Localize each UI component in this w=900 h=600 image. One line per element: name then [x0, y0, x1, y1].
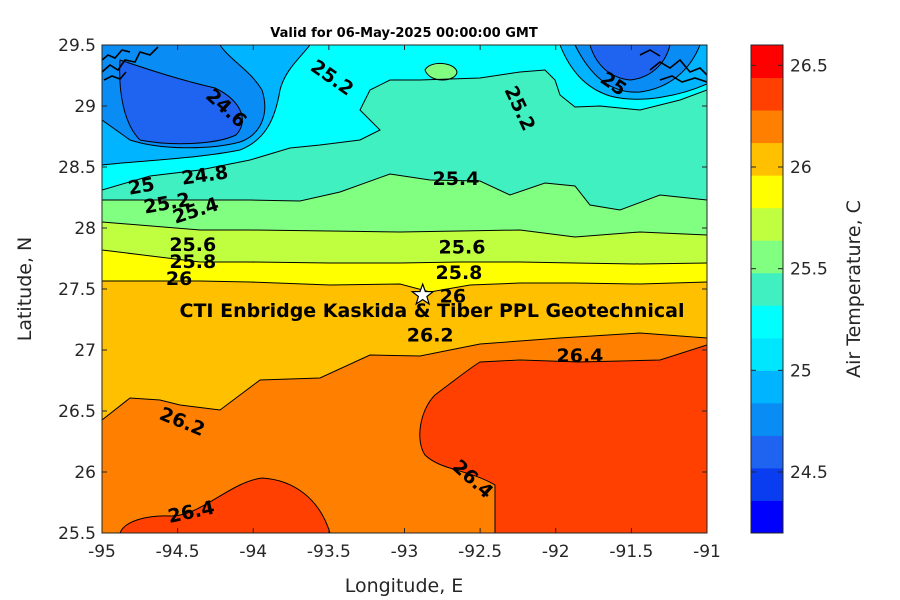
colorbar-ticks: 24.5 25 25.5 26 26.5: [751, 56, 828, 483]
colorbar-segment: [751, 467, 783, 501]
x-tick-label: -91.5: [609, 542, 653, 562]
site-label: CTI Enbridge Kaskida & Tiber PPL Geotech…: [180, 300, 685, 322]
colorbar-segment: [751, 500, 783, 534]
contour-label: 25.6: [439, 237, 486, 259]
colorbar-segment: [751, 435, 783, 469]
band-26.4-26.6-east: [419, 345, 707, 533]
y-tick-label: 27: [74, 341, 96, 361]
x-tick-label: -95: [88, 542, 116, 562]
y-tick-label: 27.5: [58, 280, 96, 300]
colorbar-segment: [751, 402, 783, 436]
x-tick-label: -94: [239, 542, 267, 562]
colorbar-tick-label: 24.5: [790, 463, 828, 483]
colorbar-tick-label: 25: [790, 361, 812, 381]
y-axis-label: Latitude, N: [14, 237, 36, 342]
contour-label: 25.8: [169, 251, 216, 273]
x-axis-label: Longitude, E: [345, 575, 464, 597]
site-marker-group: CTI Enbridge Kaskida & Tiber PPL Geotech…: [180, 282, 685, 322]
colorbar-segment: [751, 337, 783, 371]
colorbar-segment: [751, 77, 783, 111]
y-tick-label: 29: [74, 97, 96, 117]
y-tick-label: 29.5: [58, 36, 96, 56]
colorbar-label: Air Temperature, C: [843, 200, 865, 378]
y-tick-label: 26.5: [58, 402, 96, 422]
band-24.4-24.6-west: [119, 60, 243, 144]
bubble-25.4: [425, 63, 457, 80]
colorbar-tick-label: 25.5: [790, 260, 828, 280]
x-tick-label: -92: [542, 542, 570, 562]
colorbar-tick-label: 26: [790, 158, 812, 178]
contour-label: 26: [166, 268, 192, 290]
colorbar-frame: [750, 44, 784, 534]
contour-label: 25: [126, 173, 156, 199]
colorbar-segment: [751, 142, 783, 176]
contour-label: 25.8: [436, 262, 483, 284]
x-tick-label: -94.5: [156, 542, 200, 562]
contour-label: 26.2: [407, 324, 454, 346]
colorbar-segment: [751, 272, 783, 306]
y-axis: 25.5 26 26.5 27 27.5 28 28.5 29 29.5: [58, 36, 707, 544]
colorbar-tick-label: 26.5: [790, 56, 828, 76]
y-tick-label: 28: [74, 219, 96, 239]
contour-label: 25: [173, 0, 207, 22]
contour-label: 26: [440, 285, 466, 307]
band-24.4-24.6-east: [590, 45, 670, 80]
site-star-marker: [410, 282, 435, 306]
colorbar-segment: [751, 240, 783, 274]
contour-label: 25.6: [169, 234, 216, 256]
colorbar: [751, 45, 783, 534]
colorbar-segment: [751, 305, 783, 339]
contour-label: 25.4: [432, 168, 479, 190]
band-26.2-26.0: [102, 281, 707, 420]
x-tick-label: -92.5: [458, 542, 502, 562]
x-tick-label: -93.5: [307, 542, 351, 562]
colorbar-segment: [751, 207, 783, 241]
y-tick-label: 25.5: [58, 524, 96, 544]
coastline: [102, 46, 707, 83]
band-26.4-26.6-southwest: [120, 478, 330, 533]
contour-label: 26.4: [557, 345, 604, 367]
colorbar-segment: [751, 370, 783, 404]
y-tick-label: 26: [74, 463, 96, 483]
chart-title: Valid for 06-May-2025 00:00:00 GMT: [270, 26, 538, 41]
x-axis: -95 -94.5 -94 -93.5 -93 -92.5 -92 -91.5 -91: [88, 45, 721, 562]
x-tick-label: -93: [391, 542, 419, 562]
colorbar-segment: [751, 175, 783, 209]
colorbar-segment: [751, 110, 783, 144]
x-tick-label: -91: [693, 542, 721, 562]
y-tick-label: 28.5: [58, 158, 96, 178]
colorbar-segment: [751, 45, 783, 79]
